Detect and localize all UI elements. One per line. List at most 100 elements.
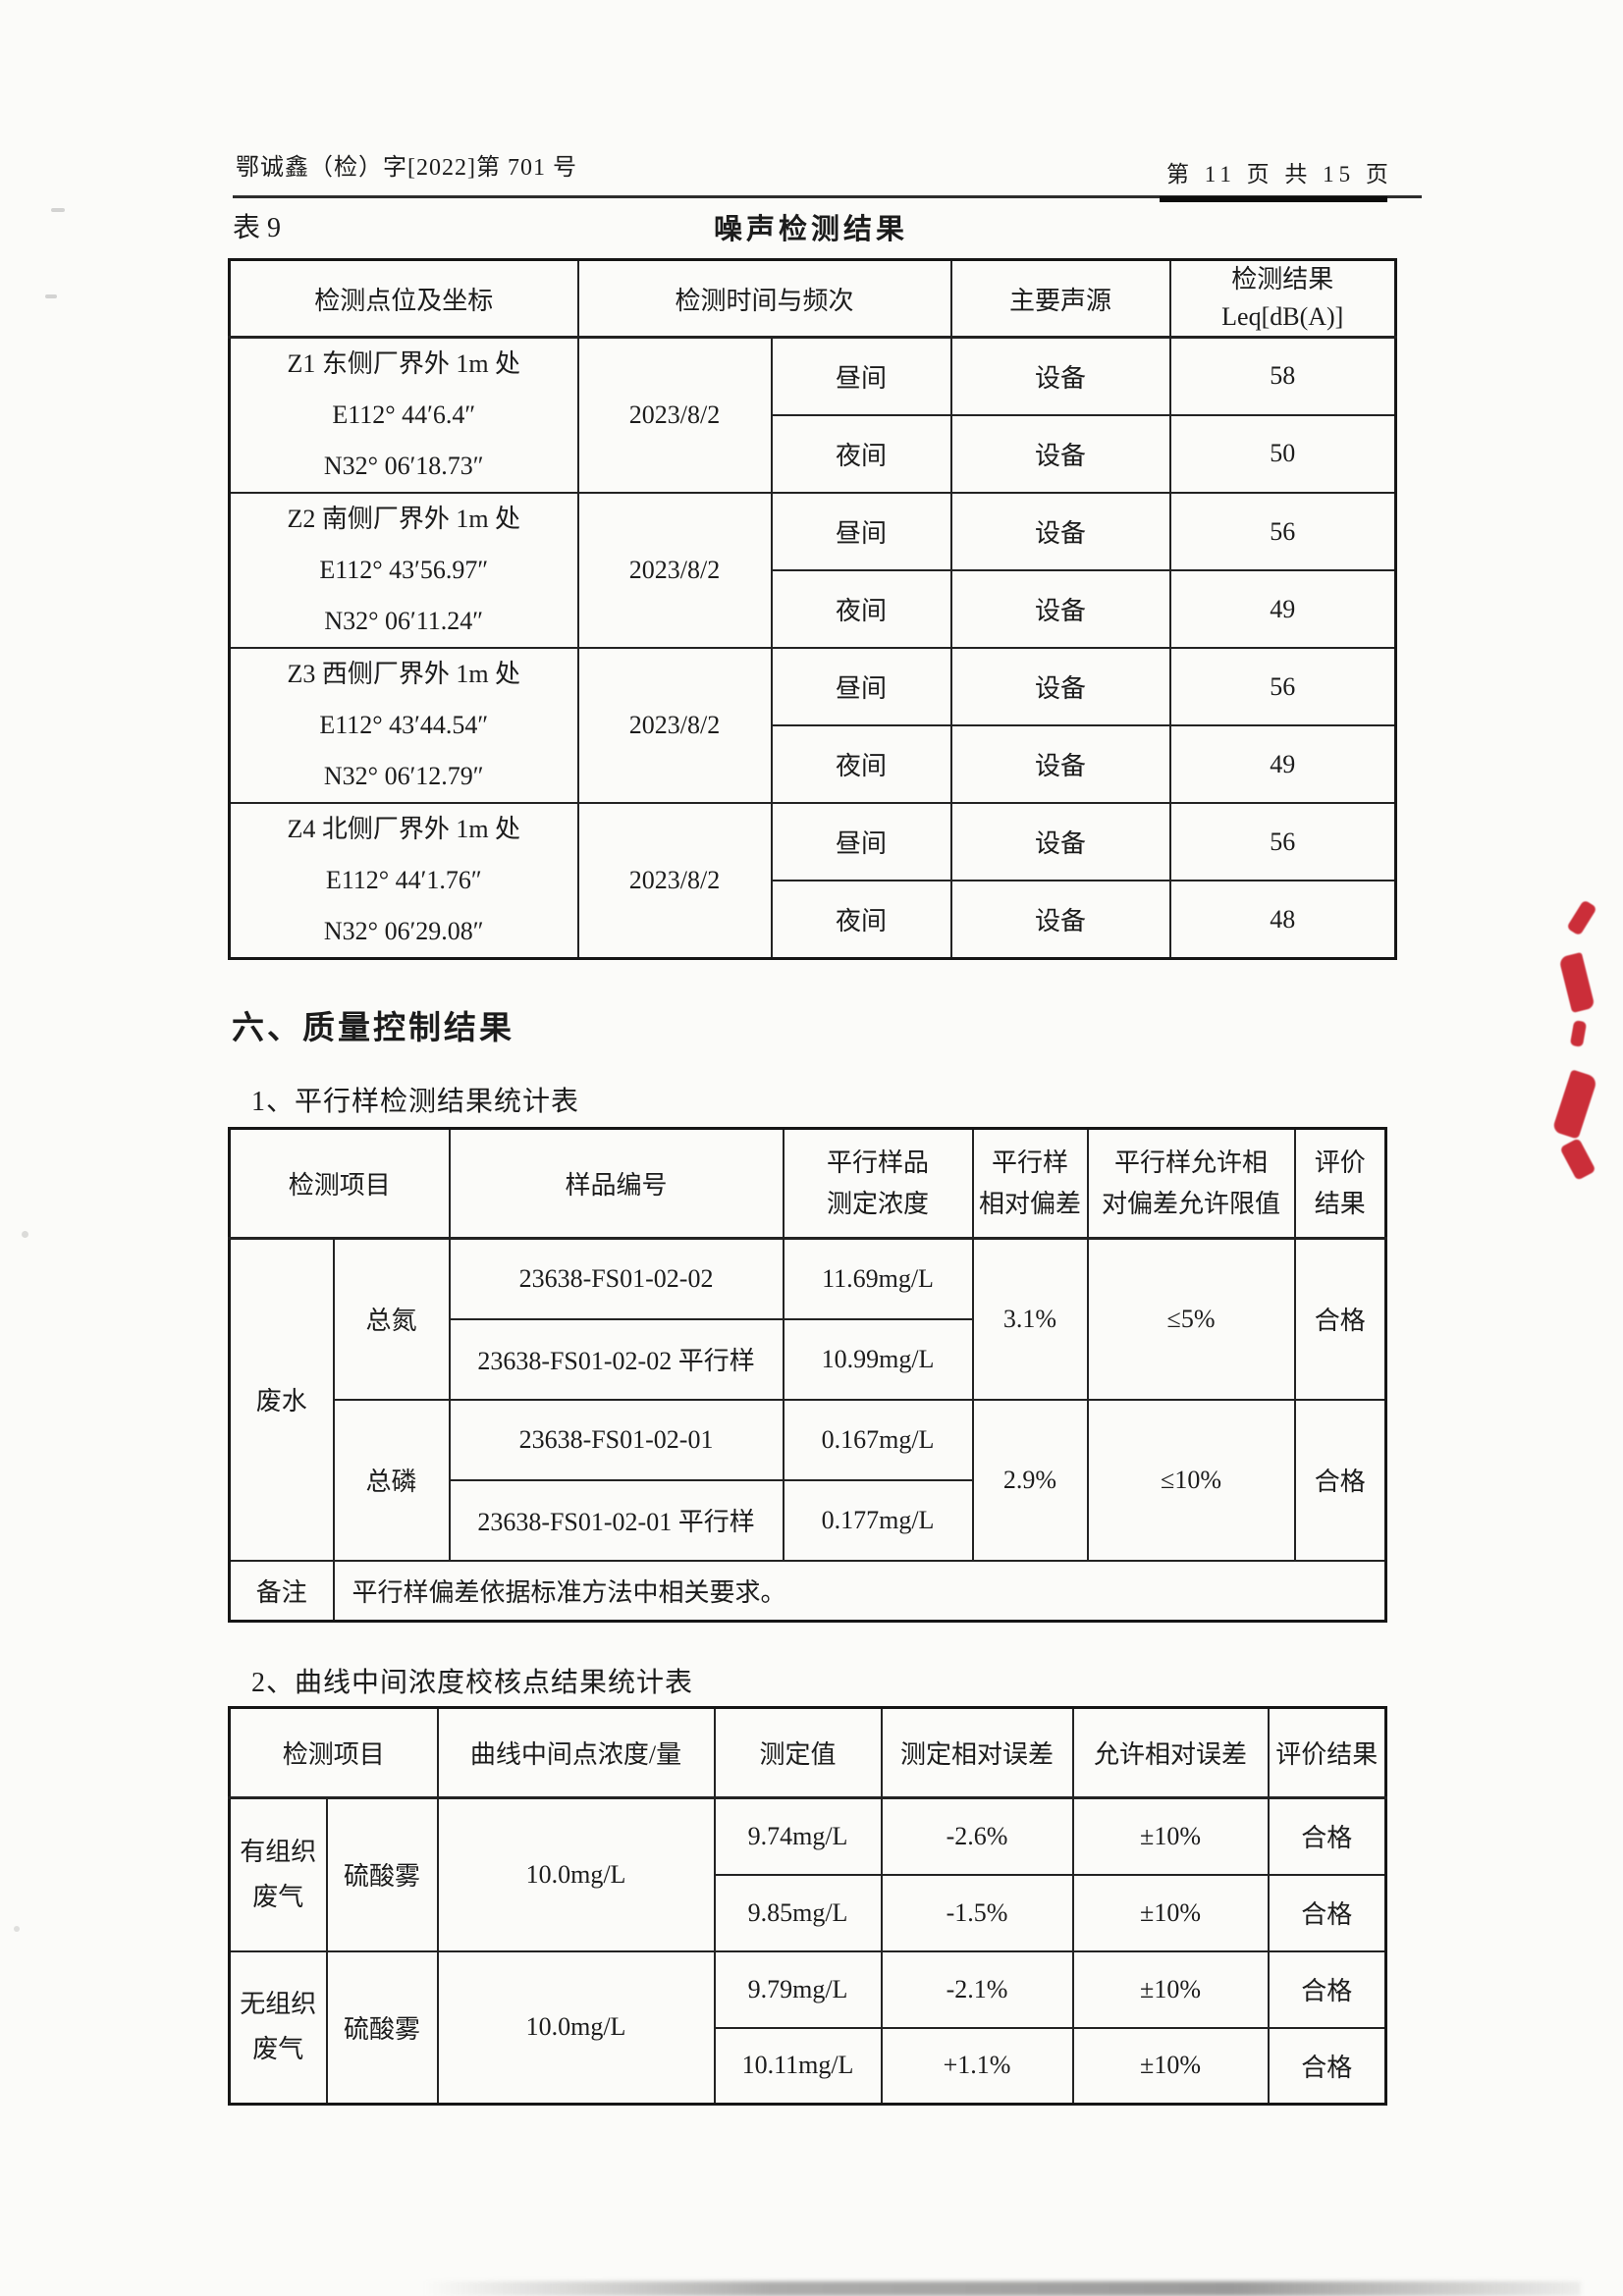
parallel-sample-table: 检测项目 样品编号 平行样品 测定浓度 平行样 相对偏差 平行样允许相 对偏差允… (228, 1127, 1388, 1623)
noise-date-cell: 2023/8/2 (576, 336, 773, 494)
col-header-result-line2: Leq[dB(A)] (1221, 302, 1344, 331)
measured-cell: 9.74mg/L (713, 1796, 883, 1876)
deviation-cell: 3.1% (971, 1237, 1089, 1401)
section-title: 六、质量控制结果 (232, 1011, 514, 1046)
noise-source-cell: 设备 (949, 801, 1171, 882)
col-header-measured: 测定值 (713, 1706, 883, 1799)
measured-cell: 9.79mg/L (713, 1949, 883, 2029)
category-cell: 废水 (228, 1237, 335, 1562)
col-header-time: 检测时间与频次 (576, 258, 952, 339)
header-line: 平行样允许相 (1114, 1148, 1269, 1177)
col-header-evaluation: 评价 结果 (1293, 1127, 1387, 1240)
location-line: Z3 西侧厂界外 1m 处 (287, 660, 521, 688)
col-header-location: 检测点位及坐标 (228, 258, 579, 339)
col-header-item: 检测项目 (228, 1706, 439, 1799)
limit-cell: ≤10% (1086, 1398, 1296, 1562)
col-header-result-line1: 检测结果 (1231, 265, 1334, 294)
header-line: 评价 (1314, 1148, 1366, 1177)
red-stamp-fragment (1551, 1069, 1598, 1140)
noise-leq-cell: 48 (1168, 880, 1397, 960)
noise-source-cell: 设备 (949, 413, 1171, 495)
header-line: 平行样 (992, 1148, 1069, 1177)
deviation-cell: 2.9% (971, 1398, 1089, 1562)
table9-title: 噪声检测结果 (713, 214, 908, 245)
scan-artifact (45, 294, 57, 298)
sample-id-cell: 23638-FS01-02-02 平行样 (448, 1317, 784, 1401)
location-line: E112° 43′56.97″ (319, 556, 489, 584)
remark-text-cell: 平行样偏差依据标准方法中相关要求。 (332, 1559, 1387, 1623)
col-header-mid-concentration: 曲线中间点浓度/量 (436, 1706, 716, 1799)
allowed-error-cell: ±10% (1071, 1796, 1270, 1876)
sample-id-cell: 23638-FS01-02-01 平行样 (448, 1478, 784, 1562)
concentration-cell: 0.177mg/L (782, 1478, 974, 1562)
allowed-error-cell: ±10% (1071, 1949, 1270, 2029)
subsection-2-title: 2、曲线中间浓度校核点结果统计表 (251, 1668, 694, 1698)
evaluation-cell: 合格 (1267, 1796, 1387, 1876)
concentration-cell: 10.99mg/L (782, 1317, 974, 1401)
evaluation-cell: 合格 (1267, 2026, 1387, 2106)
noise-leq-cell: 49 (1168, 569, 1397, 649)
location-line: E112° 44′1.76″ (325, 866, 482, 894)
measured-cell: 10.11mg/L (713, 2026, 883, 2106)
category-line: 废气 (252, 1882, 304, 1911)
header-line: 平行样品 (827, 1148, 930, 1177)
evaluation-cell: 合格 (1267, 1873, 1387, 1952)
location-line: N32° 06′18.73″ (323, 452, 484, 480)
scan-edge-shadow (422, 2281, 1581, 2296)
scan-artifact (14, 1926, 20, 1932)
sample-id-cell: 23638-FS01-02-02 (448, 1237, 784, 1320)
header-rule (233, 195, 1422, 198)
item-cell: 总磷 (332, 1398, 451, 1562)
noise-source-cell: 设备 (949, 336, 1171, 416)
noise-leq-cell: 50 (1168, 413, 1397, 495)
noise-period-cell: 夜间 (770, 569, 952, 649)
noise-leq-cell: 58 (1168, 336, 1397, 416)
col-header-allowed-error: 允许相对误差 (1071, 1706, 1270, 1799)
noise-source-cell: 设备 (949, 569, 1171, 649)
col-header-deviation: 平行样 相对偏差 (971, 1127, 1089, 1240)
category-cell: 无组织 废气 (228, 1949, 328, 2106)
curve-check-table: 检测项目 曲线中间点浓度/量 测定值 测定相对误差 允许相对误差 评价结果 有组… (228, 1706, 1388, 2106)
header-line: 相对偏差 (979, 1189, 1082, 1218)
noise-location-cell: Z3 西侧厂界外 1m 处 E112° 43′44.54″ N32° 06′12… (228, 647, 579, 804)
category-line: 有组织 (240, 1837, 317, 1866)
relative-error-cell: -1.5% (880, 1873, 1074, 1952)
category-line: 废气 (252, 2035, 304, 2064)
table9-label: 表 9 (233, 213, 282, 243)
noise-leq-cell: 56 (1168, 647, 1397, 726)
doc-number: 鄂诚鑫（检）字[2022]第 701 号 (236, 155, 577, 181)
location-line: Z4 北侧厂界外 1m 处 (287, 815, 521, 843)
relative-error-cell: -2.1% (880, 1949, 1074, 2029)
measured-cell: 9.85mg/L (713, 1873, 883, 1952)
noise-source-cell: 设备 (949, 724, 1171, 804)
location-line: N32° 06′11.24″ (324, 607, 484, 635)
noise-period-cell: 夜间 (770, 724, 952, 804)
noise-location-cell: Z4 北侧厂界外 1m 处 E112° 44′1.76″ N32° 06′29.… (228, 802, 579, 960)
location-line: Z1 东侧厂界外 1m 处 (287, 349, 521, 378)
relative-error-cell: +1.1% (880, 2026, 1074, 2106)
location-line: N32° 06′29.08″ (323, 917, 484, 945)
category-cell: 有组织 废气 (228, 1796, 328, 1952)
noise-source-cell: 设备 (949, 880, 1171, 960)
allowed-error-cell: ±10% (1071, 2026, 1270, 2106)
location-line: Z2 南侧厂界外 1m 处 (287, 505, 521, 533)
concentration-cell: 11.69mg/L (782, 1237, 974, 1320)
red-stamp-fragment (1559, 1138, 1596, 1181)
col-header-evaluation: 评价结果 (1267, 1706, 1387, 1799)
col-header-sample-id: 样品编号 (448, 1127, 784, 1240)
evaluation-cell: 合格 (1293, 1398, 1387, 1562)
relative-error-cell: -2.6% (880, 1796, 1074, 1876)
concentration-cell: 0.167mg/L (782, 1398, 974, 1481)
remark-label-cell: 备注 (228, 1559, 335, 1623)
col-header-relative-error: 测定相对误差 (880, 1706, 1074, 1799)
allowed-error-cell: ±10% (1071, 1873, 1270, 1952)
noise-date-cell: 2023/8/2 (576, 492, 773, 649)
item-cell: 硫酸雾 (325, 1796, 439, 1952)
red-stamp-fragment (1569, 1020, 1588, 1047)
col-header-limit: 平行样允许相 对偏差允许限值 (1086, 1127, 1296, 1240)
noise-period-cell: 昼间 (770, 336, 952, 416)
evaluation-cell: 合格 (1293, 1237, 1387, 1401)
noise-date-cell: 2023/8/2 (576, 647, 773, 804)
noise-location-cell: Z2 南侧厂界外 1m 处 E112° 43′56.97″ N32° 06′11… (228, 492, 579, 649)
red-stamp-fragment (1558, 951, 1596, 1014)
